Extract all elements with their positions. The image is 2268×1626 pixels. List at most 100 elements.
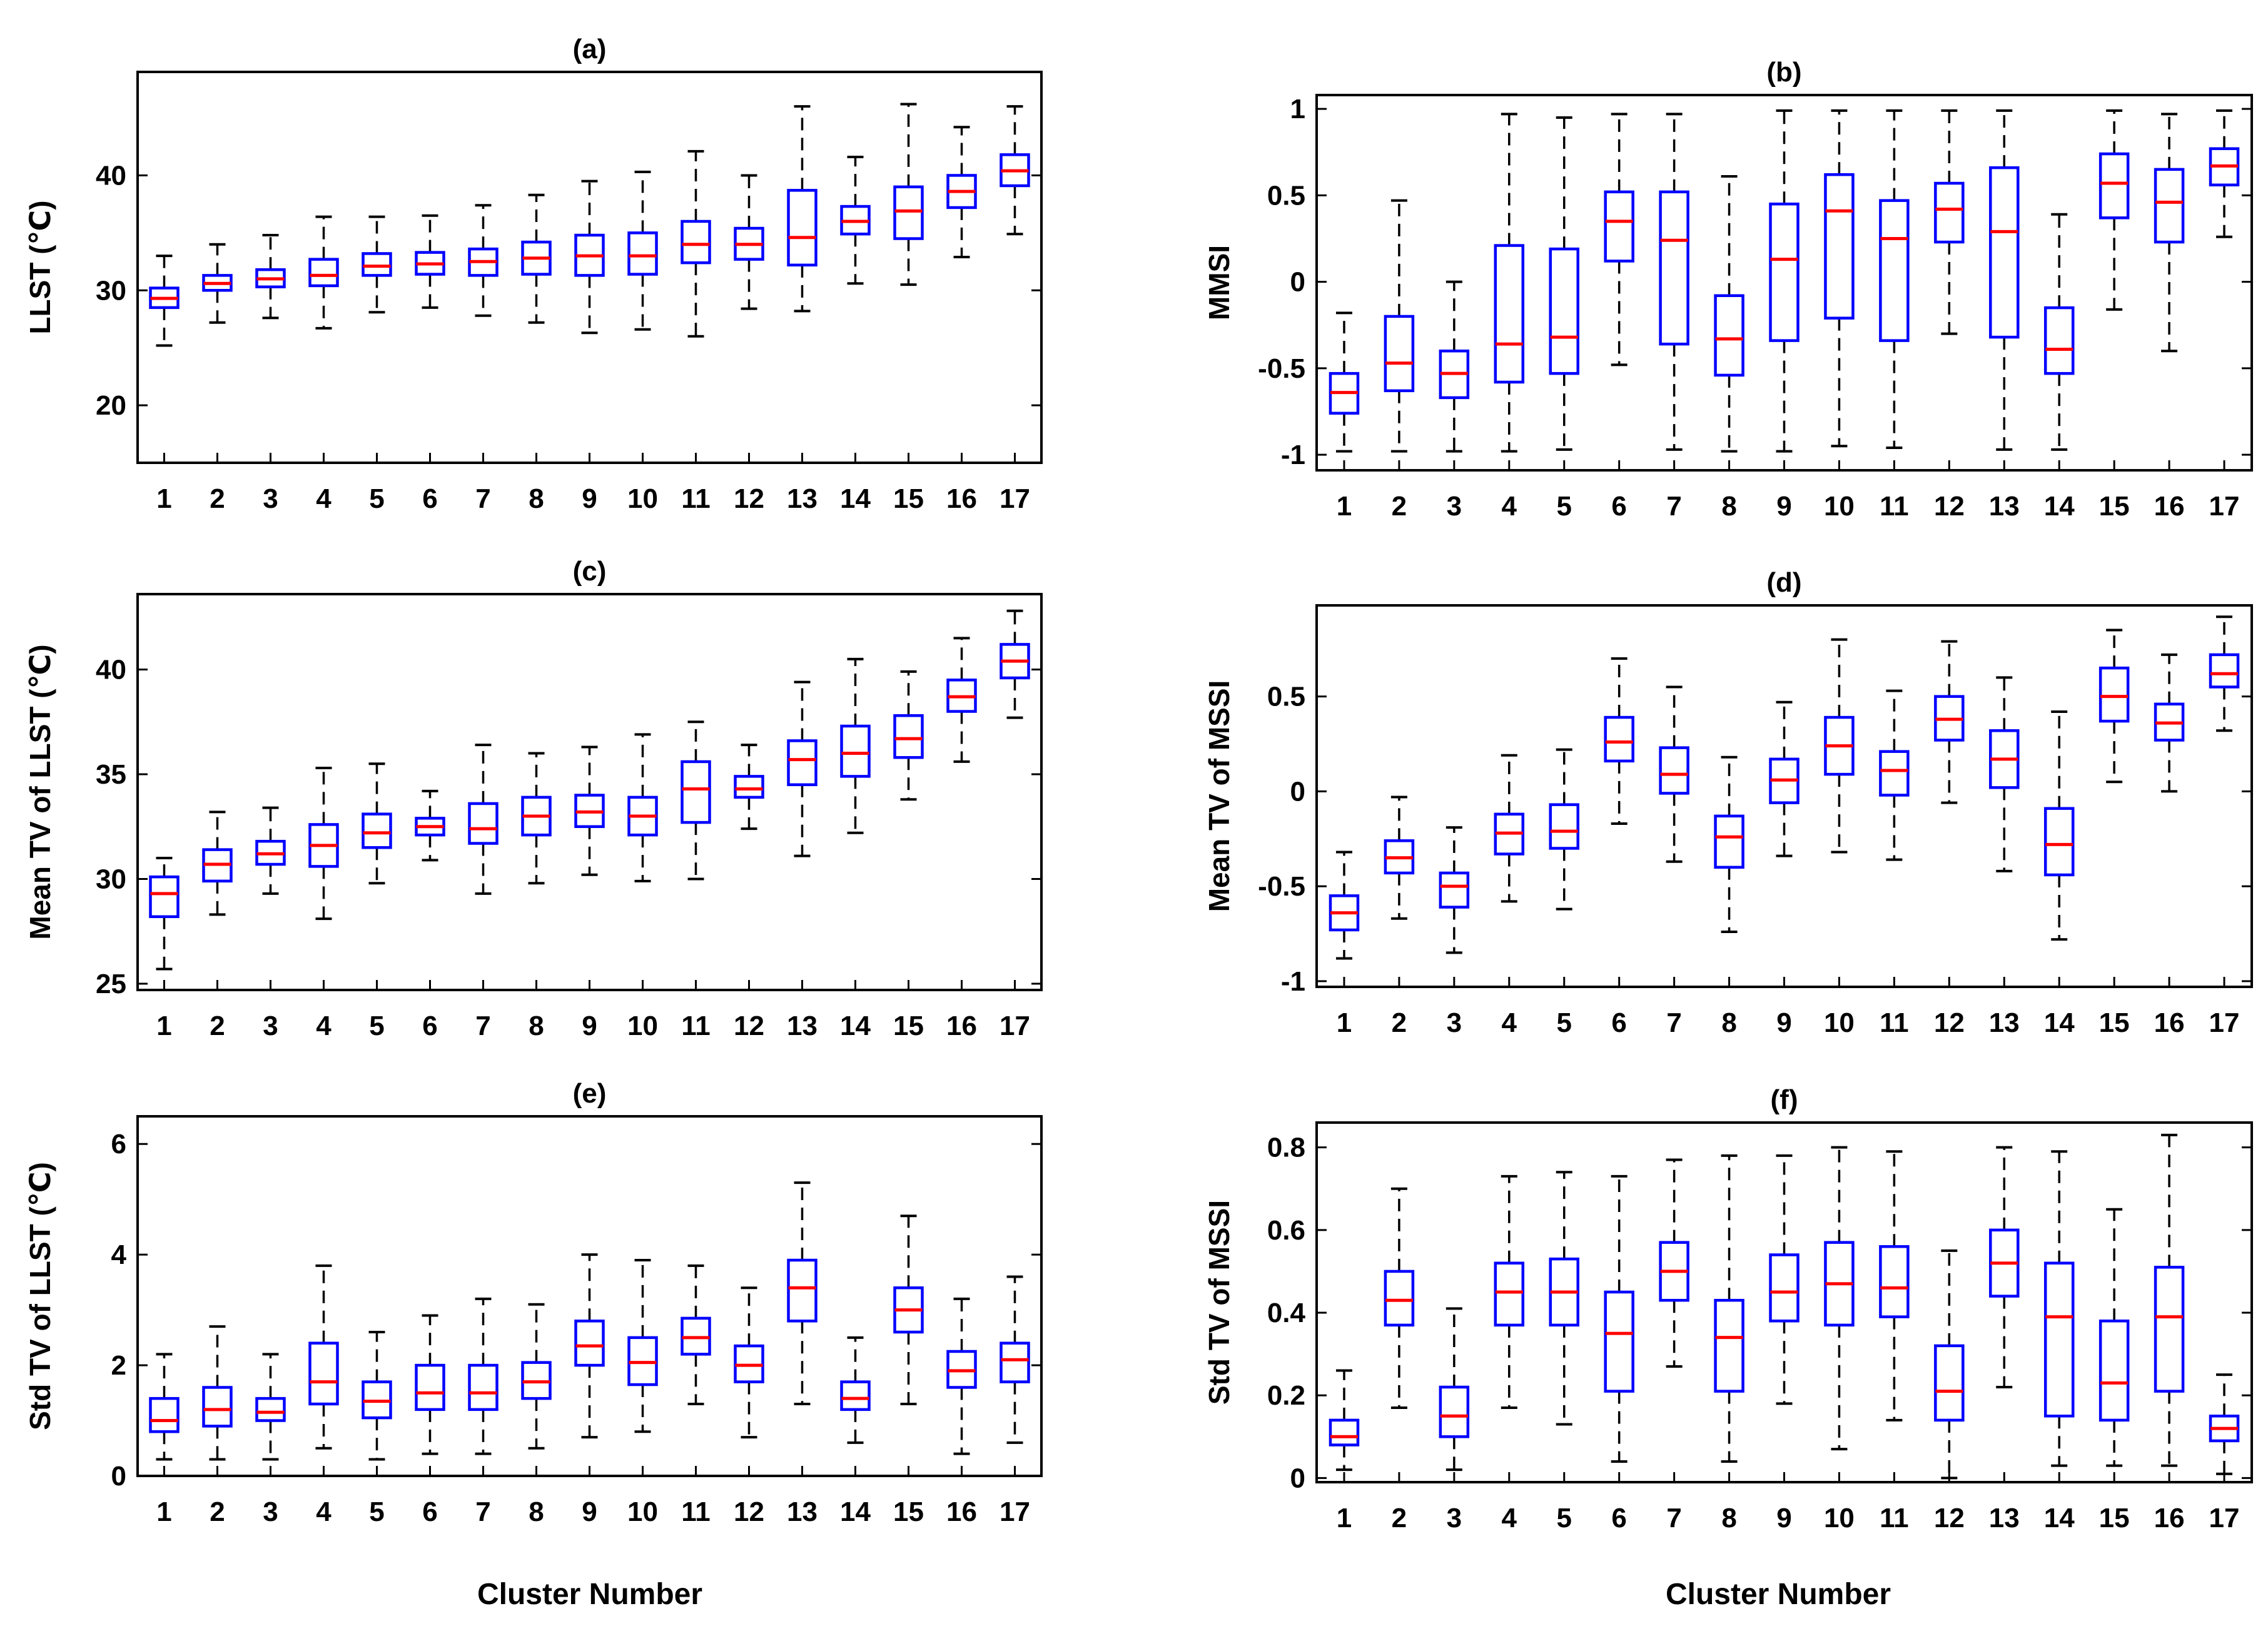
x-tick-label: 15 (893, 1497, 924, 1527)
box-group-cluster-7 (468, 1297, 499, 1455)
iqr-box (2154, 168, 2185, 244)
box-group-cluster-15 (2098, 1208, 2130, 1467)
x-tick-label: 13 (1989, 1503, 2020, 1533)
x-tick-label: 6 (1611, 491, 1626, 522)
x-tick-label: 3 (263, 483, 278, 514)
box-group-cluster-8 (1714, 1154, 1744, 1463)
iqr-box (1934, 1344, 1965, 1422)
box-group-cluster-10 (1824, 1146, 1855, 1451)
box-group-cluster-5 (362, 1331, 392, 1461)
x-tick-label: 11 (1880, 1007, 1909, 1038)
box-group-cluster-2 (1384, 199, 1415, 453)
box-group-cluster-12 (1934, 109, 1965, 335)
x-tick-label: 13 (787, 1497, 818, 1527)
y-tick-label: 30 (96, 864, 126, 894)
box-group-cluster-4 (308, 1264, 339, 1450)
box-group-cluster-6 (415, 789, 445, 862)
box-group-cluster-16 (946, 637, 977, 763)
x-tick-label: 7 (475, 483, 490, 514)
box-group-cluster-13 (1989, 1146, 2020, 1388)
iqr-box (1879, 750, 1910, 797)
x-tick-label: 5 (1556, 1503, 1571, 1533)
x-tick-label: 4 (1502, 491, 1517, 522)
box-group-cluster-13 (1989, 109, 2020, 451)
x-tick-label: 7 (1666, 1007, 1681, 1038)
box-group-cluster-15 (2098, 629, 2130, 784)
iqr-box (2154, 1266, 2185, 1393)
iqr-box (2098, 1319, 2130, 1422)
box-group-cluster-2 (202, 243, 233, 324)
x-tick-label: 9 (1776, 491, 1791, 522)
y-tick-label: 30 (96, 275, 126, 306)
box-group-cluster-5 (1549, 748, 1579, 911)
x-tick-label: 14 (840, 1497, 871, 1527)
x-tick-label: 7 (475, 1011, 490, 1041)
iqr-box (1824, 173, 1855, 320)
x-tick-label: 5 (1556, 491, 1571, 522)
box-group-cluster-17 (1000, 1275, 1030, 1444)
box-group-cluster-12 (1934, 1249, 1965, 1480)
y-tick-label: 0 (1290, 1463, 1305, 1493)
x-tick-label: 15 (2099, 491, 2130, 522)
x-tick-label: 16 (946, 1497, 977, 1527)
y-axis-label: LLST (℃) (24, 200, 56, 334)
iqr-box (893, 185, 924, 240)
iqr-box (415, 1363, 445, 1411)
x-tick-label: 6 (422, 1011, 437, 1041)
y-axis-label: MMSI (1203, 245, 1235, 320)
box-group-cluster-16 (2154, 1133, 2185, 1467)
box-group-cluster-11 (681, 149, 711, 338)
box-group-cluster-15 (893, 1214, 924, 1405)
box-group-cluster-1 (1329, 311, 1360, 453)
iqr-box (787, 189, 818, 267)
y-tick-label: 0.2 (1267, 1380, 1305, 1411)
box-group-cluster-14 (840, 156, 871, 285)
x-tick-label: 14 (2044, 1503, 2075, 1533)
box-group-cluster-17 (2209, 1373, 2240, 1475)
iqr-box (1659, 746, 1689, 795)
box-group-cluster-12 (1934, 640, 1965, 804)
box-group-cluster-10 (627, 170, 658, 331)
x-tick-label: 3 (1447, 1503, 1462, 1533)
plot-area-frame (1315, 604, 2253, 988)
x-tick-label: 3 (1447, 1007, 1462, 1038)
x-tick-label: 10 (1824, 491, 1855, 522)
x-tick-label: 4 (316, 1497, 332, 1527)
x-tick-label: 9 (582, 1011, 597, 1041)
box-group-cluster-1 (149, 255, 180, 347)
x-tick-label: 17 (1000, 483, 1030, 514)
box-group-cluster-12 (734, 174, 764, 310)
iqr-box (1384, 315, 1415, 393)
y-tick-label: 35 (96, 759, 126, 790)
iqr-box (1659, 190, 1689, 346)
box-group-cluster-5 (362, 215, 392, 314)
iqr-box (840, 724, 871, 778)
box-group-cluster-6 (1604, 657, 1634, 826)
box-group-cluster-14 (2043, 213, 2075, 451)
box-group-cluster-7 (1659, 113, 1689, 451)
box-group-cluster-1 (1329, 851, 1360, 960)
x-tick-label: 4 (316, 483, 332, 514)
y-tick-label: 0.8 (1267, 1133, 1305, 1163)
x-tick-label: 12 (1934, 1503, 1965, 1533)
box-group-cluster-11 (681, 1264, 711, 1405)
iqr-box (1714, 814, 1744, 869)
x-tick-label: 8 (529, 1497, 544, 1527)
box-group-cluster-7 (468, 744, 499, 895)
box-group-cluster-8 (521, 193, 552, 324)
iqr-box (2098, 152, 2130, 220)
x-tick-label: 5 (1556, 1007, 1571, 1038)
x-tick-label: 5 (369, 1011, 384, 1041)
panel-title: (c) (573, 556, 607, 587)
box-group-cluster-17 (1000, 609, 1030, 719)
y-tick-label: 25 (96, 969, 126, 999)
y-tick-label: -0.5 (1258, 353, 1305, 384)
box-group-cluster-9 (1769, 700, 1800, 857)
iqr-box (1384, 1270, 1415, 1327)
box-group-cluster-17 (2209, 109, 2240, 238)
x-tick-label: 10 (1824, 1503, 1855, 1533)
iqr-box (1329, 1418, 1360, 1447)
x-tick-label: 6 (422, 483, 437, 514)
box-group-cluster-2 (202, 1325, 233, 1461)
box-group-cluster-6 (415, 1314, 445, 1455)
